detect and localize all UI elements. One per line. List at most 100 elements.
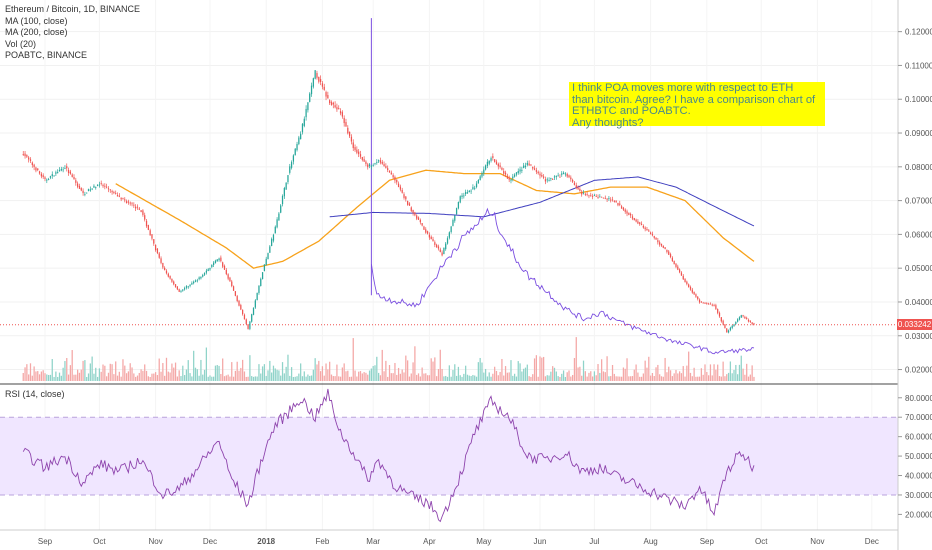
- candle-body: [310, 85, 313, 95]
- rsi-legend[interactable]: RSI (14, close): [5, 389, 65, 399]
- candle-body: [619, 203, 621, 205]
- candle-body: [484, 165, 487, 170]
- volume-bar: [265, 375, 267, 381]
- volume-bar: [539, 356, 541, 381]
- volume-bar: [586, 376, 588, 381]
- volume-bar: [535, 355, 538, 381]
- legend-title[interactable]: Ethereum / Bitcoin, 1D, BINANCE: [5, 4, 141, 14]
- volume-bar: [305, 376, 307, 381]
- candle-body: [564, 173, 567, 175]
- volume-bar: [160, 371, 162, 381]
- volume-bar: [376, 356, 378, 381]
- volume-bar: [655, 367, 657, 381]
- candle-body: [604, 197, 606, 199]
- volume-bar: [724, 376, 726, 381]
- candle-body: [588, 195, 590, 197]
- volume-bar: [622, 367, 625, 381]
- volume-bar: [93, 373, 95, 381]
- rsi-tick-label: 80.0000: [905, 394, 932, 403]
- candle-body: [425, 229, 427, 233]
- annotation-note[interactable]: I think POA moves more with respect to E…: [569, 82, 825, 128]
- volume-bar: [747, 376, 750, 381]
- candle-body: [336, 107, 338, 110]
- volume-bar: [352, 338, 354, 381]
- volume-bar: [290, 367, 293, 381]
- volume-bar: [711, 375, 713, 381]
- volume-bar: [40, 371, 43, 381]
- candle-body: [278, 213, 280, 221]
- volume-bar: [425, 373, 427, 381]
- volume-bar: [396, 374, 398, 381]
- volume-bar: [392, 373, 394, 381]
- candle-body: [158, 253, 160, 258]
- volume-bar: [144, 364, 146, 381]
- volume-bar: [225, 375, 227, 381]
- candle-body: [626, 211, 628, 214]
- volume-bar: [231, 362, 233, 381]
- volume-bar: [503, 375, 505, 381]
- time-axis[interactable]: Sep Oct Nov Dec 2018 Feb Mar Apr May Jun Jul Aug Sep…: [38, 537, 879, 546]
- volume-bar: [247, 376, 249, 381]
- candle-body: [562, 172, 565, 175]
- volume-bar: [434, 357, 436, 381]
- candle-body: [668, 251, 670, 255]
- candle-body: [579, 189, 581, 191]
- candle-body: [93, 185, 95, 188]
- volume-bar: [256, 376, 258, 381]
- volume-bar: [475, 376, 478, 381]
- candle-body: [446, 238, 449, 244]
- candle-body: [252, 307, 255, 315]
- candle-body: [664, 247, 666, 249]
- candle-body: [325, 92, 327, 97]
- candle-body: [620, 206, 623, 209]
- volume-bar: [639, 376, 641, 381]
- candle-body: [78, 185, 81, 189]
- volume-bar: [544, 376, 547, 381]
- candle-body: [450, 226, 452, 232]
- candle-body: [283, 188, 285, 197]
- volume-bar: [465, 365, 467, 381]
- legend-poabtc[interactable]: POABTC, BINANCE: [5, 50, 88, 60]
- candle-body: [187, 286, 189, 288]
- legend-ma200[interactable]: MA (200, close): [5, 27, 68, 37]
- volume-bar: [597, 364, 599, 381]
- volume-bar: [513, 373, 516, 381]
- time-tick-label: May: [476, 537, 491, 546]
- rsi-band-fill: [0, 417, 898, 495]
- volume-bar: [575, 337, 577, 381]
- time-tick-label: Sep: [38, 537, 53, 546]
- candle-body: [377, 160, 380, 162]
- volume-bar: [602, 371, 605, 381]
- candle-body: [566, 173, 568, 177]
- series-lines: [0, 18, 898, 523]
- volume-bar: [151, 373, 153, 381]
- candle-body: [234, 291, 237, 296]
- legend-volume[interactable]: Vol (20): [5, 38, 37, 49]
- volume-bar: [385, 360, 387, 381]
- candle-body: [454, 215, 456, 221]
- candle-body: [251, 314, 253, 322]
- candle-body: [689, 286, 692, 290]
- volume-bar: [24, 367, 26, 381]
- rsi-axis[interactable]: 80.0000 70.0000 60.0000 50.0000 40.0000 30.00…: [898, 394, 932, 520]
- volume-bar: [523, 368, 525, 381]
- candle-body: [702, 302, 704, 304]
- volume-bar: [109, 363, 111, 381]
- volume-bar: [461, 376, 463, 381]
- volume-bar: [164, 375, 166, 381]
- candle-body: [582, 192, 585, 194]
- legend-ma100[interactable]: MA (100, close): [5, 15, 68, 26]
- volume-bar: [707, 375, 710, 381]
- candle-body: [698, 299, 701, 303]
- volume-bar: [628, 376, 630, 381]
- candle-body: [584, 193, 586, 195]
- candle-body: [695, 294, 697, 297]
- candle-body: [227, 274, 229, 279]
- volume-bar: [280, 375, 282, 381]
- volume-bar: [582, 360, 585, 381]
- candle-body: [704, 302, 706, 304]
- candle-body: [479, 176, 481, 181]
